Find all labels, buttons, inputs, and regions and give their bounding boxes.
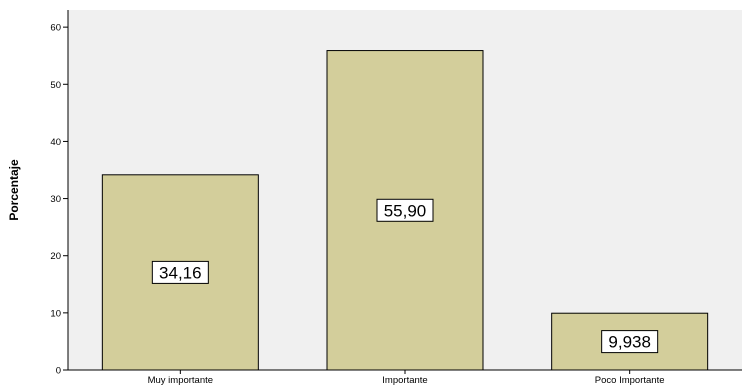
data-label: 55,90 [384, 201, 427, 220]
y-tick-label: 20 [50, 251, 61, 262]
y-tick-label: 60 [50, 23, 61, 34]
y-tick-label: 50 [50, 80, 61, 91]
x-tick-label: Poco Importante [595, 375, 665, 386]
data-label-box [151, 260, 209, 284]
data-label: 9,938 [608, 333, 651, 352]
y-axis: 0 10 20 30 40 50 60 [50, 10, 69, 377]
x-axis: Muy importante Importante Poco Importante [68, 369, 742, 386]
x-tick-label: Muy importante [148, 375, 213, 386]
data-label: 34,16 [159, 263, 202, 282]
y-tick-label: 40 [50, 137, 61, 148]
bars: 34,16 55,90 9,938 [101, 50, 709, 371]
x-tick-label: Importante [382, 375, 427, 386]
data-label-box [601, 330, 659, 354]
y-tick-label: 0 [56, 366, 61, 377]
data-label-box [376, 198, 434, 222]
y-axis-title: Porcentaje [7, 159, 21, 221]
y-tick-label: 30 [50, 194, 61, 205]
y-tick-label: 10 [50, 308, 61, 319]
